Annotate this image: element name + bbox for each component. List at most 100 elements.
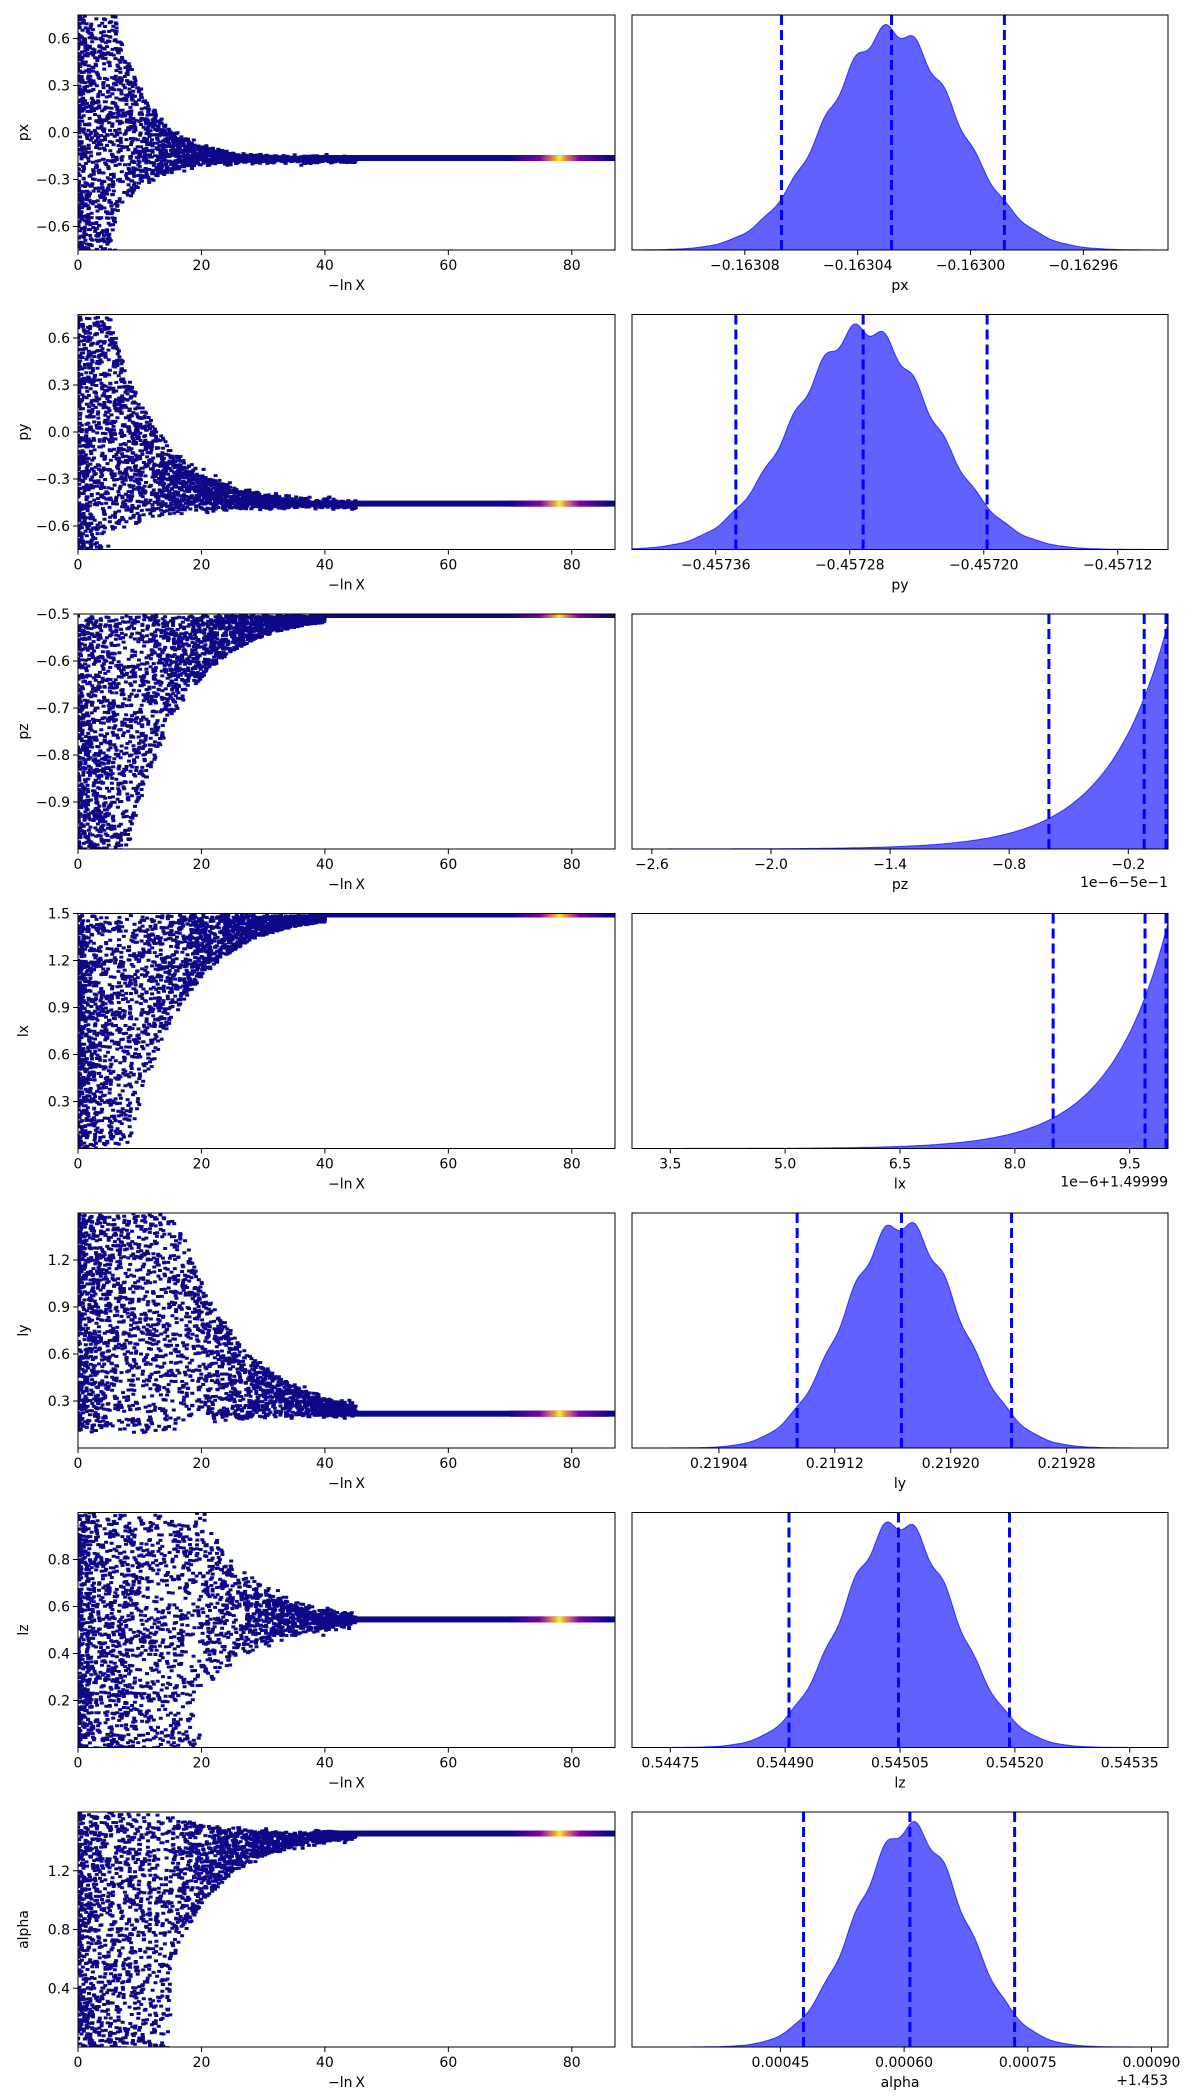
- posterior-panel-lx: 3.5 5.0 6.5 8.0 9.5 lx 1e−6+1.49999: [631, 913, 1169, 1193]
- posterior-offset-label: +1.453: [1116, 2073, 1168, 2089]
- trace-ytick-label: 1.2: [48, 1864, 70, 1880]
- posterior-xtick-label: 0.00075: [999, 2055, 1057, 2071]
- trace-ytick-label: 1.2: [48, 1253, 70, 1269]
- trace-cloud-py: [78, 314, 358, 550]
- trace-ytick-label: −0.7: [36, 701, 70, 717]
- trace-points-lz: [78, 1512, 615, 1748]
- posterior-panel-alpha: 0.00045 0.00060 0.00075 0.00090 alpha +1.453: [631, 1811, 1180, 2091]
- posterior-panel-pz: −2.6 −2.0 −1.4 −0.8 −0.2 pz 1e−6−5e−1: [631, 613, 1169, 893]
- trace-frame-py: [77, 314, 616, 550]
- trace-xtick-label: 60: [439, 1756, 457, 1772]
- posterior-xlabel: ly: [894, 1476, 906, 1492]
- trace-weight-highlight-ly: [510, 1410, 609, 1417]
- trace-xlabel: −ln X: [328, 1476, 365, 1492]
- trace-ytick-label: 0.9: [48, 1300, 70, 1316]
- posterior-xtick-label: 0.21928: [1038, 1456, 1096, 1472]
- posterior-frame-pz: [631, 613, 1169, 850]
- trace-xtick-label: 80: [563, 558, 581, 574]
- trace-ytick-label: −0.6: [36, 220, 70, 236]
- trace-xtick-label: 40: [316, 258, 334, 274]
- trace-ytick-label: −0.3: [36, 472, 70, 488]
- posterior-panel-py: −0.45736 −0.45728 −0.45720 −0.45712 py: [631, 314, 1169, 594]
- trace-xtick-label: 20: [193, 1456, 211, 1472]
- posterior-density-pz: [632, 623, 1168, 849]
- posterior-xtick-label: 0.00060: [875, 2055, 933, 2071]
- posterior-density-alpha: [632, 1820, 1168, 2047]
- posterior-xlabel: lz: [894, 1776, 905, 1792]
- posterior-xtick-label: −0.45720: [949, 558, 1019, 574]
- trace-ytick-label: −0.8: [36, 748, 70, 764]
- trace-ytick-label: 0.3: [48, 378, 70, 394]
- posterior-xtick-label: 8.0: [1004, 1157, 1026, 1173]
- trace-panel-lx: 0 20 40 60 80 0.3 0.6 0.9 1.2 1.5 −ln X lx: [16, 907, 616, 1193]
- trace-cloud-px: [78, 15, 358, 250]
- posterior-xlabel: px: [891, 278, 908, 294]
- posterior-xtick-label: −2.0: [754, 857, 788, 873]
- posterior-density-py: [632, 323, 1168, 550]
- trace-ylabel: ly: [16, 1324, 32, 1336]
- trace-weight-highlight-py: [510, 500, 609, 507]
- posterior-xtick-label: 0.21904: [690, 1456, 748, 1472]
- trace-xtick-label: 60: [439, 1456, 457, 1472]
- trace-xtick-label: 40: [316, 1456, 334, 1472]
- trace-ytick-label: −0.6: [36, 519, 70, 535]
- trace-cloud-alpha: [78, 1812, 358, 2047]
- trace-xtick-label: 80: [563, 2055, 581, 2071]
- posterior-frame-ly: [631, 1212, 1169, 1449]
- trace-cloud-ly: [78, 1213, 358, 1434]
- trace-ytick-label: −0.3: [36, 173, 70, 189]
- posterior-xtick-label: −0.16296: [1049, 258, 1119, 274]
- posterior-xtick-label: 0.54475: [641, 1756, 699, 1772]
- trace-frame-pz: [77, 613, 616, 850]
- trace-xtick-label: 20: [193, 1756, 211, 1772]
- posterior-xtick-label: −0.8: [992, 857, 1026, 873]
- trace-xtick-label: 0: [74, 1157, 83, 1173]
- posterior-xtick-label: −0.45736: [681, 558, 751, 574]
- posterior-xtick-label: 6.5: [889, 1157, 911, 1173]
- posterior-xtick-label: 0.54535: [1101, 1756, 1159, 1772]
- trace-weight-highlight-pz: [510, 614, 609, 618]
- trace-xtick-label: 60: [439, 2055, 457, 2071]
- posterior-xtick-label: −0.16308: [710, 258, 780, 274]
- trace-xtick-label: 80: [563, 857, 581, 873]
- posterior-xtick-label: −0.45728: [815, 558, 885, 574]
- posterior-xtick-label: 0.54505: [871, 1756, 929, 1772]
- posterior-xlabel: py: [891, 578, 908, 594]
- trace-points-ly: [78, 1213, 615, 1434]
- posterior-offset-label: 1e−6−5e−1: [1080, 875, 1168, 891]
- trace-panel-lz: 0 20 40 60 80 0.2 0.4 0.6 0.8 −ln X lz: [16, 1512, 616, 1792]
- posterior-xtick-label: −0.2: [1111, 857, 1145, 873]
- posterior-offset-label: 1e−6+1.49999: [1060, 1175, 1168, 1191]
- posterior-xtick-label: 0.54520: [986, 1756, 1044, 1772]
- trace-xtick-label: 60: [439, 857, 457, 873]
- trace-ytick-label: 0.2: [48, 1694, 70, 1710]
- trace-band-pz: [312, 614, 615, 618]
- posterior-density-px: [632, 23, 1168, 250]
- trace-panel-ly: 0 20 40 60 80 0.3 0.6 0.9 1.2 −ln X ly: [16, 1212, 616, 1492]
- trace-ytick-label: 0.6: [48, 1600, 70, 1616]
- trace-points-pz: [78, 614, 615, 849]
- trace-xtick-label: 40: [316, 2055, 334, 2071]
- trace-ytick-label: 0.0: [48, 126, 70, 142]
- trace-xlabel: −ln X: [328, 578, 365, 594]
- trace-xtick-label: 0: [74, 558, 83, 574]
- trace-xtick-label: 0: [74, 857, 83, 873]
- trace-band-alpha: [312, 1830, 615, 1837]
- trace-ytick-label: 0.9: [48, 1001, 70, 1017]
- trace-band-lz: [312, 1616, 615, 1623]
- trace-xlabel: −ln X: [328, 1776, 365, 1792]
- trace-cloud-lx: [78, 913, 327, 1149]
- posterior-xtick-label: −0.45712: [1083, 558, 1153, 574]
- trace-weight-highlight-px: [510, 155, 609, 162]
- trace-xlabel: −ln X: [328, 2075, 365, 2091]
- trace-xtick-label: 0: [74, 2055, 83, 2071]
- trace-points-py: [78, 314, 615, 550]
- trace-xtick-label: 20: [193, 258, 211, 274]
- trace-xtick-label: 60: [439, 1157, 457, 1173]
- trace-xlabel: −ln X: [328, 877, 365, 893]
- trace-ytick-label: 0.6: [48, 32, 70, 48]
- trace-xtick-label: 20: [193, 558, 211, 574]
- trace-points-px: [78, 15, 615, 250]
- trace-weight-highlight-lz: [510, 1616, 609, 1623]
